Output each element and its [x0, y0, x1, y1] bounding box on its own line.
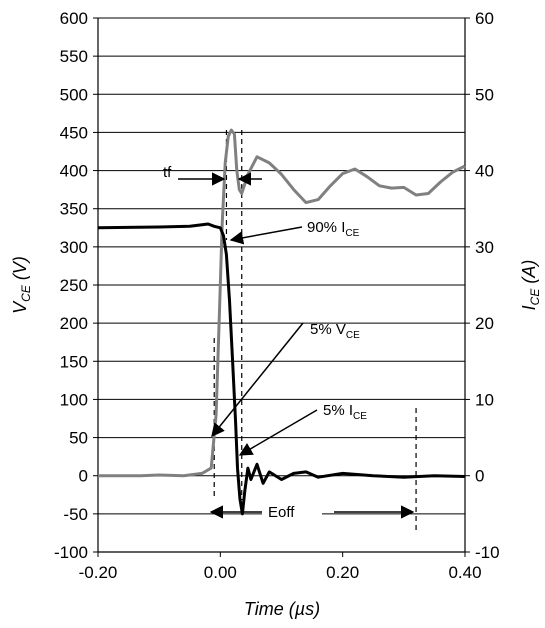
horizontal-gridlines — [98, 17, 465, 553]
y-left-tick-label: 550 — [60, 47, 88, 66]
x-tick-label: 0.00 — [204, 563, 237, 582]
y-right-tick-label: -10 — [475, 543, 500, 562]
y-left-tick-label: 450 — [60, 123, 88, 142]
annotation-5-vce-sub: CE — [346, 330, 360, 341]
annotations: tf 90% ICE 5% VCE 5% ICE Eoff — [163, 164, 415, 521]
x-tick-label: 0.20 — [326, 563, 359, 582]
tick-labels: 600550500450400350300250200150100500-50-… — [54, 9, 500, 582]
annotation-eoff-bg — [262, 501, 322, 521]
y-right-tick-label: 40 — [475, 162, 494, 181]
y-left-tick-label: 350 — [60, 200, 88, 219]
y-axis-right-label-sub: CE — [528, 288, 542, 306]
y-left-tick-label: 200 — [60, 314, 88, 333]
annotation-90-ice-prefix: 90% I — [307, 219, 345, 236]
annotation-eoff: Eoff — [268, 504, 295, 521]
annotation-5-vce: 5% VCE — [310, 321, 360, 341]
annotation-90-ice: 90% ICE — [307, 219, 360, 239]
y-right-tick-label: 60 — [475, 9, 494, 28]
y-axis-right-label: ICE (A) — [519, 260, 542, 311]
annotation-90-ice-arrow — [229, 226, 303, 245]
annotation-5-vce-arrow — [211, 322, 304, 438]
plot-frame — [93, 17, 470, 557]
annotation-tf: tf — [163, 164, 172, 181]
y-left-tick-label: 100 — [60, 390, 88, 409]
y-axis-right-label-main: I — [519, 305, 539, 310]
annotation-5-ice: 5% ICE — [323, 402, 367, 422]
y-left-tick-label: 500 — [60, 85, 88, 104]
annotation-5-ice-sub: CE — [353, 411, 367, 422]
series-lines — [97, 128, 466, 516]
annotation-90-ice-sub: CE — [345, 228, 359, 239]
annotation-5-vce-prefix: 5% V — [310, 321, 346, 338]
y-right-tick-label: 0 — [475, 467, 484, 486]
y-left-tick-label: 300 — [60, 238, 88, 257]
y-left-tick-label: 0 — [79, 467, 88, 486]
y-axis-left-label-unit: (V) — [10, 256, 30, 285]
y-left-tick-label: 400 — [60, 162, 88, 181]
y-axis-left-label: VCE (V) — [10, 256, 33, 314]
x-tick-label: 0.40 — [448, 563, 481, 582]
y-left-tick-label: 150 — [60, 352, 88, 371]
series-line-0 — [98, 128, 466, 478]
y-left-tick-label: -50 — [63, 505, 88, 524]
y-axis-left-label-main: V — [10, 300, 30, 314]
y-axis-left-label-sub: CE — [19, 284, 33, 302]
x-axis-label: Time (µs) — [244, 599, 320, 619]
series-line-1 — [97, 222, 466, 516]
y-axis-right-label-unit: (A) — [519, 260, 539, 289]
y-right-tick-label: 10 — [475, 390, 494, 409]
x-tick-label: -0.20 — [79, 563, 118, 582]
y-left-tick-label: -100 — [54, 543, 88, 562]
y-right-tick-label: 20 — [475, 314, 494, 333]
annotation-5-ice-arrow — [238, 409, 318, 456]
y-right-tick-label: 30 — [475, 238, 494, 257]
annotation-5-ice-prefix: 5% I — [323, 402, 353, 419]
y-left-tick-label: 50 — [69, 429, 88, 448]
y-left-tick-label: 600 — [60, 9, 88, 28]
y-left-tick-label: 250 — [60, 276, 88, 295]
y-right-tick-label: 50 — [475, 85, 494, 104]
